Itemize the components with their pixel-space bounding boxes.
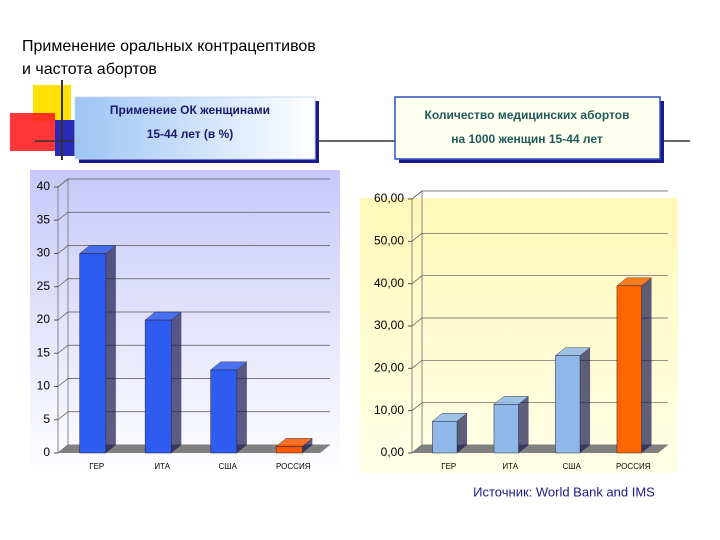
bar-side <box>457 413 468 453</box>
grid-line <box>411 275 668 284</box>
y-tick-label: 20 <box>37 312 51 326</box>
grid-line <box>411 317 668 327</box>
y-tick-label: 15 <box>37 345 51 359</box>
source-note: Источник: World Bank and IMS <box>473 484 655 499</box>
y-tick-label: 50,00 <box>374 234 404 248</box>
bar-side <box>236 361 247 453</box>
bar <box>555 355 581 454</box>
bar <box>79 253 107 454</box>
bar-side <box>302 438 313 453</box>
grid-line <box>411 190 668 200</box>
y-tick-label: 40,00 <box>374 276 404 290</box>
chart-title-box <box>74 96 316 160</box>
x-tick-label: РОССИЯ <box>616 462 651 471</box>
grid-line <box>411 232 668 242</box>
y-tick-label: 30 <box>37 246 51 260</box>
chart-title: Количество медицинских абортов <box>425 108 630 122</box>
chart-title: 15-44 лет (в %) <box>147 127 234 141</box>
y-tick-label: 20,00 <box>374 361 404 375</box>
deco <box>10 113 55 151</box>
slide-title: и частота абортов <box>22 61 157 78</box>
x-tick-label: ИТА <box>502 462 518 471</box>
floor <box>58 445 330 453</box>
x-tick-label: ИТА <box>154 462 170 471</box>
floor <box>412 445 668 453</box>
y-tick-label: 60,00 <box>374 191 404 205</box>
y-tick-label: 5 <box>43 412 50 426</box>
y-tick-label: 30,00 <box>374 318 404 332</box>
bar-side <box>641 277 652 453</box>
bar <box>493 404 519 454</box>
y-tick-label: 35 <box>37 212 51 226</box>
x-tick-label: РОССИЯ <box>276 462 311 471</box>
chart-title-box <box>394 96 661 160</box>
x-tick-label: ГЕР <box>441 462 456 471</box>
y-tick-label: 0 <box>43 445 50 459</box>
x-tick-label: США <box>219 462 238 471</box>
grid-line <box>57 344 330 354</box>
bar <box>616 285 642 454</box>
grid-line <box>57 211 330 221</box>
chart-title: Применеие ОК женщинами <box>110 103 270 117</box>
grid-line <box>57 178 330 188</box>
grid-line <box>57 278 330 288</box>
bar-side <box>171 312 182 453</box>
x-tick-label: США <box>563 462 582 471</box>
bar-side <box>518 396 529 453</box>
bar <box>275 446 303 454</box>
deco <box>55 120 77 156</box>
y-tick-label: 10,00 <box>374 403 404 417</box>
plot-background <box>30 170 340 475</box>
y-tick-label: 40 <box>37 179 51 193</box>
bar-side <box>105 245 116 453</box>
grid-line <box>57 311 330 321</box>
slide-title: Применение оральных контрацептивов <box>22 38 316 55</box>
y-tick-label: 25 <box>37 279 51 293</box>
chart-title: на 1000 женщин 15-44 лет <box>451 132 603 146</box>
y-tick-label: 0,00 <box>381 445 405 459</box>
bar <box>210 369 238 454</box>
y-tick-label: 10 <box>37 379 51 393</box>
bar-side <box>580 347 591 453</box>
bar <box>432 421 458 454</box>
bar <box>144 319 172 454</box>
x-tick-label: ГЕР <box>89 462 104 471</box>
grid-line <box>57 245 330 254</box>
